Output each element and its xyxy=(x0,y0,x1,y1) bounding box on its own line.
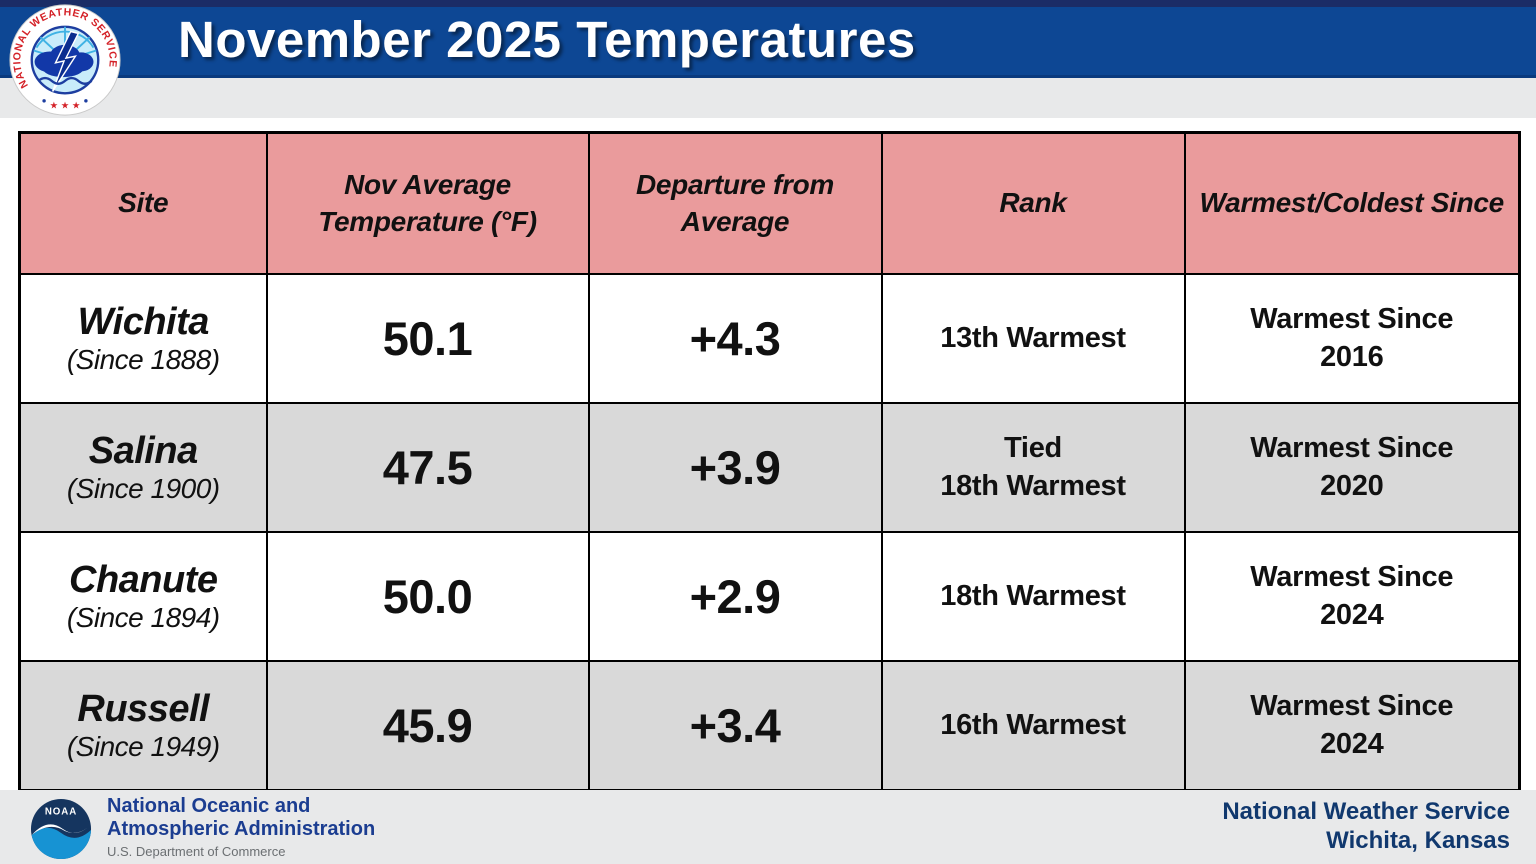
office-line2: Wichita, Kansas xyxy=(1326,827,1510,854)
rank-cell: 13th Warmest xyxy=(880,273,1186,404)
departure-cell: +4.3 xyxy=(587,273,883,404)
header-sub-band xyxy=(0,78,1536,118)
table-row-salina: Salina (Since 1900) 47.5 +3.9 Tied 18th … xyxy=(18,402,1521,533)
column-header-warmest-since: Warmest/Coldest Since xyxy=(1183,131,1521,275)
avg-temp-cell: 45.9 xyxy=(265,660,590,792)
rank-qualifier: Tied xyxy=(1004,431,1062,464)
page-title: November 2025 Temperatures xyxy=(178,11,916,68)
site-since: (Since 1888) xyxy=(66,344,220,376)
site-name: Salina xyxy=(88,429,198,472)
table-row-wichita: Wichita (Since 1888) 50.1 +4.3 13th Warm… xyxy=(18,273,1521,404)
nws-waves-icon xyxy=(37,76,93,85)
header-bar xyxy=(0,7,1536,78)
departure-cell: +2.9 xyxy=(587,531,883,662)
site-name: Wichita xyxy=(77,300,210,343)
noaa-name-line2: Atmospheric Administration xyxy=(107,817,376,840)
noaa-name-line1: National Oceanic and xyxy=(107,795,311,818)
warmest-since-line2: 2024 xyxy=(1320,727,1384,760)
warmest-since-line1: Warmest Since xyxy=(1250,431,1454,464)
noaa-logo-icon: NOAA xyxy=(30,798,92,860)
site-since: (Since 1949) xyxy=(66,731,220,763)
table-row-russell: Russell (Since 1949) 45.9 +3.4 16th Warm… xyxy=(18,660,1521,792)
warmest-since-cell: Warmest Since 2020 xyxy=(1183,402,1521,533)
site-cell: Russell (Since 1949) xyxy=(18,660,268,792)
noaa-branding: NOAA National Oceanic and Atmospheric Ad… xyxy=(30,794,375,860)
column-header-avg-temp: Nov Average Temperature (°F) xyxy=(265,131,590,275)
office-line1: National Weather Service xyxy=(1222,798,1510,826)
warmest-since-line2: 2020 xyxy=(1320,469,1384,502)
site-since: (Since 1894) xyxy=(66,602,220,634)
footer-bar: NOAA National Oceanic and Atmospheric Ad… xyxy=(0,790,1536,864)
site-cell: Wichita (Since 1888) xyxy=(18,273,268,404)
temperature-table-container: Site Nov Average Temperature (°F) Depart… xyxy=(18,131,1521,792)
rank-cell: 16th Warmest xyxy=(880,660,1186,792)
site-since: (Since 1900) xyxy=(66,473,220,505)
warmest-since-line1: Warmest Since xyxy=(1250,689,1454,722)
warmest-since-line1: Warmest Since xyxy=(1250,302,1454,335)
nws-lightning-icon xyxy=(51,30,80,92)
column-header-rank: Rank xyxy=(880,131,1186,275)
noaa-logo-text: NOAA xyxy=(45,806,77,817)
departure-cell: +3.9 xyxy=(587,402,883,533)
avg-temp-cell: 50.1 xyxy=(265,273,590,404)
top-border xyxy=(0,0,1536,7)
rank-cell: Tied 18th Warmest xyxy=(880,402,1186,533)
rank-cell: 18th Warmest xyxy=(880,531,1186,662)
column-header-site: Site xyxy=(18,131,268,275)
warmest-since-cell: Warmest Since 2016 xyxy=(1183,273,1521,404)
nws-logo-icon: NATIONAL WEATHER SERVICE ★ ★ ★ xyxy=(9,4,121,116)
avg-temp-cell: 50.0 xyxy=(265,531,590,662)
office-branding: National Weather Service Wichita, Kansas xyxy=(1222,798,1510,856)
warmest-since-line1: Warmest Since xyxy=(1250,560,1454,593)
site-name: Chanute xyxy=(69,558,218,601)
noaa-department: U.S. Department of Commerce xyxy=(107,843,286,859)
column-header-departure: Departure from Average xyxy=(587,131,883,275)
rank-value: 16th Warmest xyxy=(940,708,1126,741)
avg-temp-cell: 47.5 xyxy=(265,402,590,533)
site-cell: Chanute (Since 1894) xyxy=(18,531,268,662)
rank-value: 18th Warmest xyxy=(940,469,1126,502)
temperature-table: Site Nov Average Temperature (°F) Depart… xyxy=(18,131,1521,792)
site-cell: Salina (Since 1900) xyxy=(18,402,268,533)
noaa-text-block: National Oceanic and Atmospheric Adminis… xyxy=(107,795,375,859)
departure-cell: +3.4 xyxy=(587,660,883,792)
rank-value: 13th Warmest xyxy=(940,321,1126,354)
site-name: Russell xyxy=(77,687,210,730)
warmest-since-cell: Warmest Since 2024 xyxy=(1183,531,1521,662)
table-row-chanute: Chanute (Since 1894) 50.0 +2.9 18th Warm… xyxy=(18,531,1521,662)
warmest-since-line2: 2024 xyxy=(1320,598,1384,631)
warmest-since-line2: 2016 xyxy=(1320,340,1384,373)
rank-value: 18th Warmest xyxy=(940,579,1126,612)
header-row: Site Nov Average Temperature (°F) Depart… xyxy=(18,131,1521,275)
nws-stars: ★ ★ ★ xyxy=(50,100,81,111)
warmest-since-cell: Warmest Since 2024 xyxy=(1183,660,1521,792)
